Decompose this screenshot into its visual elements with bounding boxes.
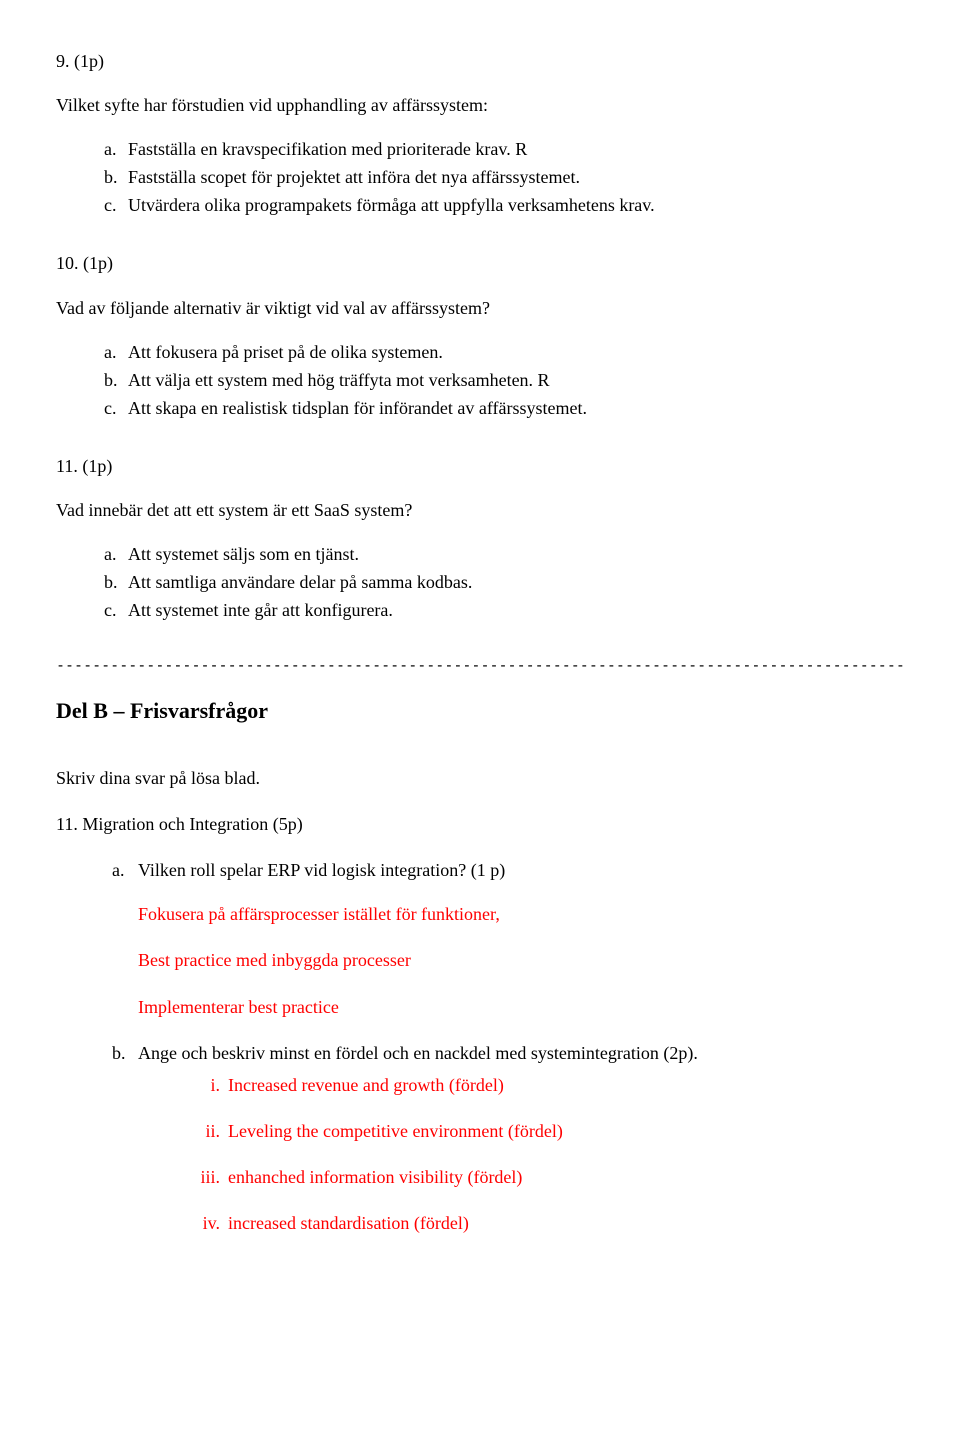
- free-q11-a: a. Vilken roll spelar ERP vid logisk int…: [112, 857, 904, 1019]
- option-text: Att systemet säljs som en tjänst.: [128, 544, 359, 564]
- free-q11-b-question: Ange och beskriv minst en fördel och en …: [138, 1043, 698, 1063]
- answer-text: Increased revenue and growth (fördel): [228, 1075, 504, 1095]
- roman-marker: iv.: [194, 1210, 220, 1236]
- section-b-intro: Skriv dina svar på lösa blad.: [56, 765, 904, 791]
- option-text: Att fokusera på priset på de olika syste…: [128, 342, 443, 362]
- option-text: Att skapa en realistisk tidsplan för inf…: [128, 398, 587, 418]
- q11-title: 11. (1p): [56, 453, 904, 479]
- section-divider: ----------------------------------------…: [56, 655, 904, 677]
- q10-title: 10. (1p): [56, 250, 904, 276]
- roman-marker: ii.: [194, 1118, 220, 1144]
- list-marker: a.: [104, 136, 117, 162]
- list-marker: b.: [112, 1040, 126, 1066]
- option-text: Att välja ett system med hög träffyta mo…: [128, 370, 550, 390]
- answer-text: increased standardisation (fördel): [228, 1213, 469, 1233]
- list-marker: a.: [104, 339, 117, 365]
- free-q11-b-roman: i.Increased revenue and growth (fördel) …: [138, 1072, 904, 1236]
- option-text: Fastställa en kravspecifikation med prio…: [128, 139, 527, 159]
- q10-options: a. Att fokusera på priset på de olika sys…: [56, 339, 904, 421]
- roman-marker: iii.: [194, 1164, 220, 1190]
- q11-opt-c: c. Att systemet inte går att konfigurera.: [104, 597, 904, 623]
- list-marker: c.: [104, 395, 117, 421]
- list-marker: b.: [104, 569, 118, 595]
- list-marker: c.: [104, 597, 117, 623]
- q11-options: a. Att systemet säljs som en tjänst. b. At…: [56, 541, 904, 623]
- roman-item: ii. Leveling the competitive environment …: [194, 1118, 904, 1144]
- answer-text: enhanched information visibility (fördel…: [228, 1167, 522, 1187]
- q9-stem: Vilket syfte har förstudien vid upphandl…: [56, 92, 904, 118]
- list-marker: b.: [104, 367, 118, 393]
- list-marker: a.: [104, 541, 117, 567]
- option-text: Att systemet inte går att konfigurera.: [128, 600, 393, 620]
- q11-stem: Vad innebär det att ett system är ett Sa…: [56, 497, 904, 523]
- list-marker: c.: [104, 192, 117, 218]
- answer-text: Leveling the competitive environment (fö…: [228, 1121, 563, 1141]
- free-q11-title: 11. Migration och Integration (5p): [56, 811, 904, 837]
- answer-text: Implementerar best practice: [138, 994, 904, 1020]
- free-q11-b: b. Ange och beskriv minst en fördel och …: [112, 1040, 904, 1236]
- answer-text: Best practice med inbyggda processer: [138, 947, 904, 973]
- free-q11-a-answers: Fokusera på affärsprocesser istället för…: [138, 901, 904, 1019]
- q11-opt-a: a. Att systemet säljs som en tjänst.: [104, 541, 904, 567]
- q9-opt-c: c. Utvärdera olika programpakets förmåga …: [104, 192, 904, 218]
- option-text: Utvärdera olika programpakets förmåga at…: [128, 195, 655, 215]
- roman-item: i. Increased revenue and growth (fördel): [194, 1072, 904, 1098]
- answer-text: Fokusera på affärsprocesser istället för…: [138, 901, 904, 927]
- list-marker: a.: [112, 857, 125, 883]
- q9-options: a. Fastställa en kravspecifikation med pr…: [56, 136, 904, 218]
- section-b-heading: Del B – Frisvarsfrågor: [56, 695, 904, 727]
- q9-opt-b: b. Fastställa scopet för projektet att in…: [104, 164, 904, 190]
- list-marker: b.: [104, 164, 118, 190]
- q9-title: 9. (1p): [56, 48, 904, 74]
- option-text: Att samtliga användare delar på samma ko…: [128, 572, 472, 592]
- roman-item: iv. increased standardisation (fördel): [194, 1210, 904, 1236]
- free-q11-a-question: Vilken roll spelar ERP vid logisk integr…: [138, 860, 505, 880]
- q10-opt-b: b. Att välja ett system med hög träffyta …: [104, 367, 904, 393]
- roman-item: iii. enhanched information visibility (fö…: [194, 1164, 904, 1190]
- q10-opt-c: c. Att skapa en realistisk tidsplan för i…: [104, 395, 904, 421]
- q10-opt-a: a. Att fokusera på priset på de olika sys…: [104, 339, 904, 365]
- q9-opt-a: a. Fastställa en kravspecifikation med pr…: [104, 136, 904, 162]
- option-text: Fastställa scopet för projektet att infö…: [128, 167, 580, 187]
- q11-opt-b: b. Att samtliga användare delar på samma …: [104, 569, 904, 595]
- roman-marker: i.: [194, 1072, 220, 1098]
- free-q11-sublist: a. Vilken roll spelar ERP vid logisk int…: [56, 857, 904, 1236]
- q10-stem: Vad av följande alternativ är viktigt vi…: [56, 295, 904, 321]
